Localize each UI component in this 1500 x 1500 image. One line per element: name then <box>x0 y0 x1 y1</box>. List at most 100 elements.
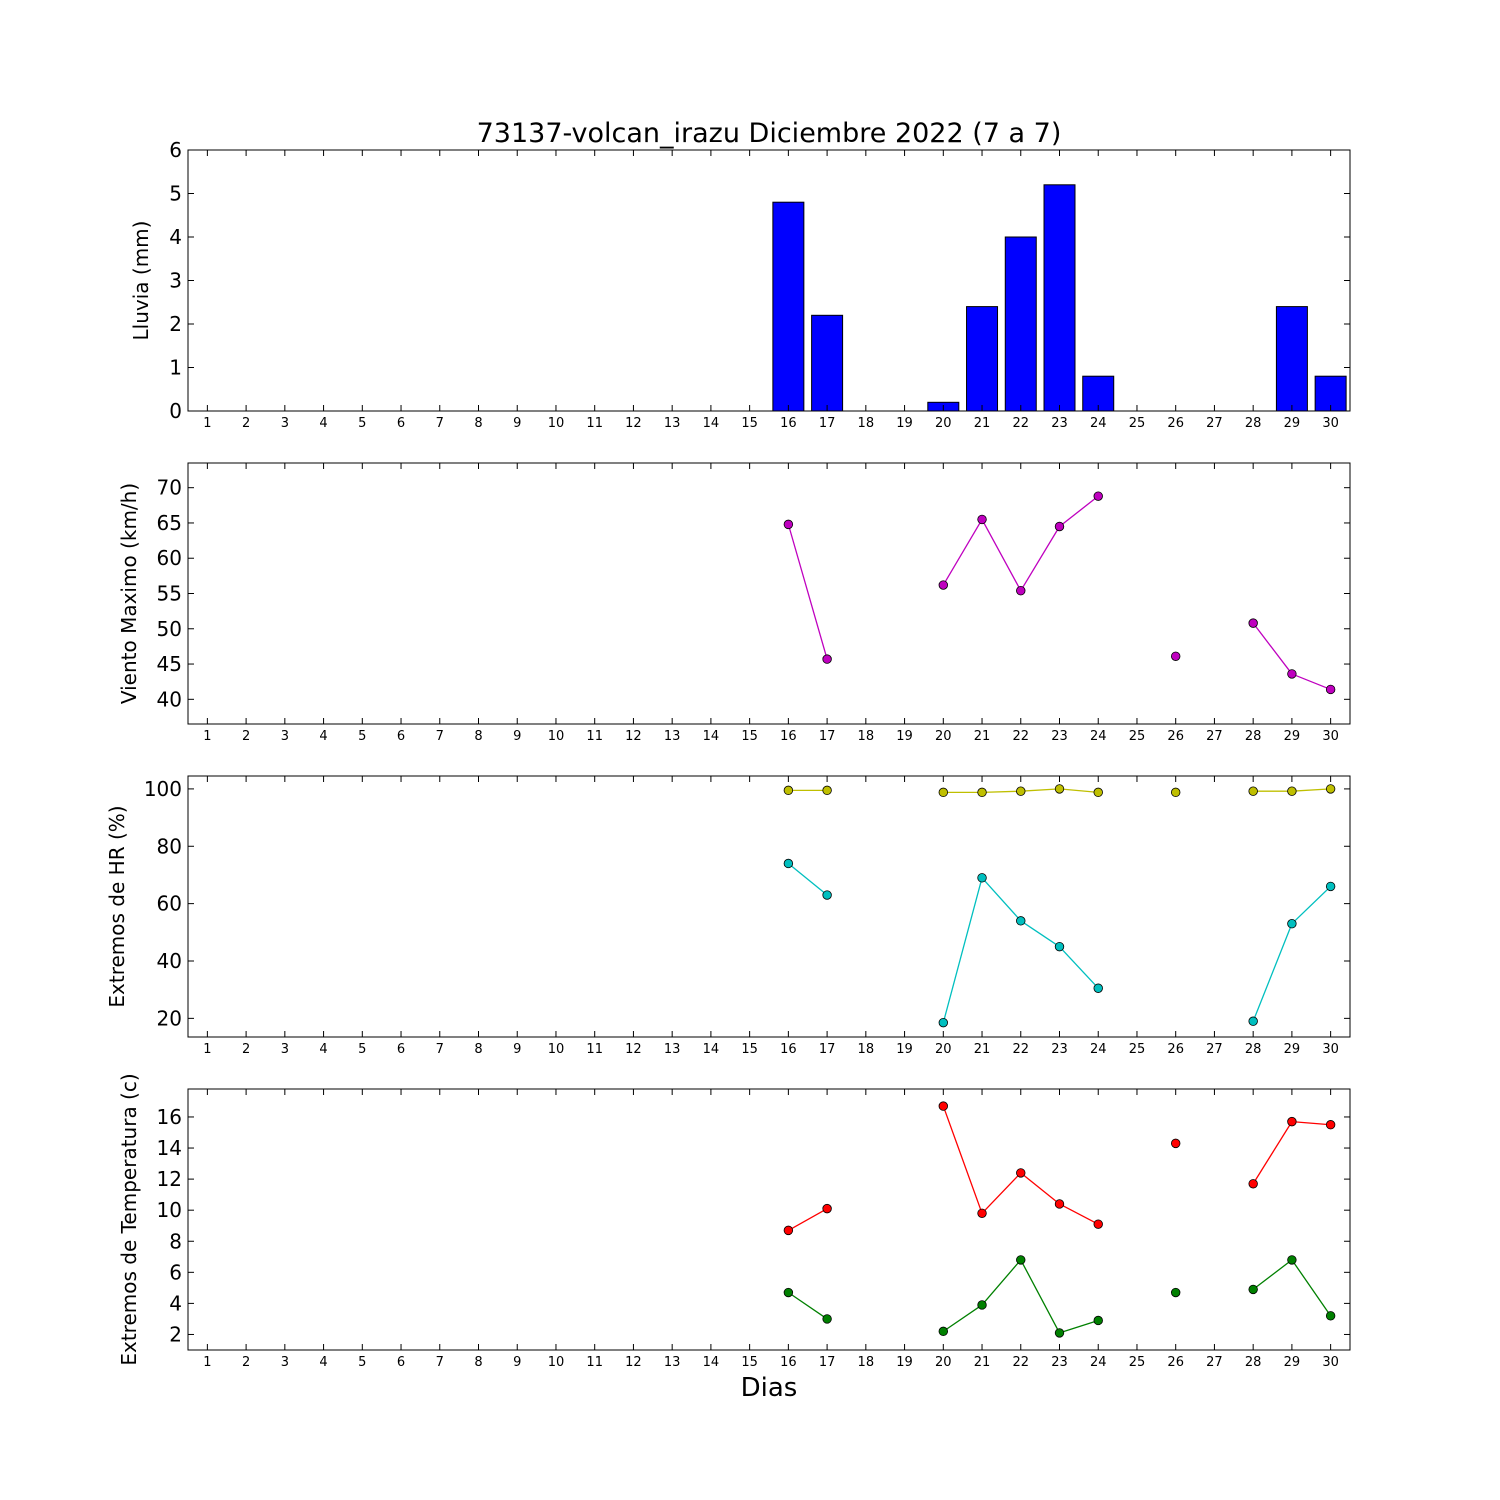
series-2-segment <box>1291 1259 1332 1317</box>
series-2-segment <box>942 1304 983 1332</box>
series-1-segment <box>787 524 828 660</box>
x-tick-label: 5 <box>358 1042 366 1057</box>
x-tick-label: 14 <box>703 1355 720 1370</box>
series-2-segment <box>1059 1319 1099 1334</box>
series-2-point-day-20 <box>938 1017 949 1028</box>
x-tick-label: 23 <box>1051 1355 1068 1370</box>
y-tick-label: 2 <box>169 312 182 336</box>
x-tick-label: 25 <box>1129 729 1146 744</box>
x-tick-label: 13 <box>664 416 681 431</box>
series-1-segment <box>1252 1121 1293 1185</box>
series-2-point-day-20 <box>938 1326 949 1337</box>
x-tick-label: 24 <box>1090 1355 1107 1370</box>
y-tick-label: 16 <box>157 1105 182 1129</box>
x-tick-label: 2 <box>242 729 250 744</box>
x-tick-label: 30 <box>1322 1042 1339 1057</box>
x-tick-label: 21 <box>974 1042 991 1057</box>
series-2-point-day-26 <box>1170 1287 1181 1298</box>
series-2-segment <box>942 877 983 1023</box>
x-tick-label: 13 <box>664 1355 681 1370</box>
x-tick-label: 1 <box>203 1042 211 1057</box>
series-1-point-day-16 <box>783 1225 794 1236</box>
series-1-point-day-29 <box>1287 669 1297 679</box>
y-tick-label: 4 <box>169 225 182 249</box>
y-tick-label: 5 <box>169 182 182 206</box>
x-tick-label: 19 <box>896 416 913 431</box>
x-tick-label: 9 <box>513 416 521 431</box>
series-2-point-day-29 <box>1287 1255 1297 1265</box>
x-tick-label: 15 <box>741 729 758 744</box>
y-tick-label: 60 <box>157 546 182 570</box>
series-1-point-day-21 <box>977 787 987 798</box>
x-tick-label: 1 <box>203 416 211 431</box>
series-2-segment <box>1059 946 1099 989</box>
x-tick-label: 18 <box>858 416 875 431</box>
series-1-segment <box>1291 788 1331 792</box>
x-tick-label: 5 <box>358 729 366 744</box>
series-1-point-day-20 <box>938 1101 949 1111</box>
x-tick-label: 14 <box>703 416 720 431</box>
series-1-point-day-30 <box>1325 684 1336 695</box>
series-1-segment <box>1020 788 1060 792</box>
x-tick-label: 11 <box>586 729 603 744</box>
x-tick-label: 7 <box>436 1355 444 1370</box>
x-tick-label: 11 <box>586 1042 603 1057</box>
series-2-point-day-16 <box>783 1287 794 1298</box>
series-2-point-day-21 <box>977 873 987 883</box>
y-tick-label: 3 <box>169 269 182 293</box>
panel-frame <box>187 149 1351 412</box>
series-1-point-day-20 <box>938 580 949 590</box>
x-tick-label: 28 <box>1245 416 1262 431</box>
x-tick-label: 6 <box>397 1042 405 1057</box>
x-tick-label: 10 <box>548 416 565 431</box>
series-1-point-day-30 <box>1325 1120 1336 1130</box>
x-tick-label: 21 <box>974 416 991 431</box>
series-2-point-day-23 <box>1054 1328 1065 1338</box>
x-tick-label: 7 <box>436 416 444 431</box>
x-tick-label: 13 <box>664 1042 681 1057</box>
x-tick-label: 11 <box>586 416 603 431</box>
x-tick-label: 7 <box>436 729 444 744</box>
x-tick-label: 24 <box>1090 729 1107 744</box>
x-tick-label: 28 <box>1245 729 1262 744</box>
x-tick-label: 26 <box>1167 1042 1184 1057</box>
x-tick-label: 18 <box>858 1355 875 1370</box>
series-1-segment <box>1059 1203 1099 1225</box>
series-1-point-day-29 <box>1287 786 1297 796</box>
x-tick-label: 26 <box>1167 729 1184 744</box>
series-1-point-day-20 <box>938 787 949 798</box>
series-1-point-day-24 <box>1093 787 1103 798</box>
x-tick-label: 12 <box>625 1042 642 1057</box>
panel-frame <box>187 775 1351 1038</box>
x-tick-label: 24 <box>1090 1042 1107 1057</box>
x-tick-label: 10 <box>548 729 565 744</box>
x-tick-label: 19 <box>896 1042 913 1057</box>
x-tick-label: 4 <box>319 729 327 744</box>
x-tick-label: 25 <box>1129 1355 1146 1370</box>
series-1-point-day-30 <box>1325 784 1336 794</box>
x-tick-label: 17 <box>819 416 836 431</box>
x-tick-label: 30 <box>1322 729 1339 744</box>
x-tick-label: 5 <box>358 1355 366 1370</box>
y-tick-label: 40 <box>157 949 182 973</box>
series-2-segment <box>788 1291 828 1320</box>
x-tick-label: 14 <box>703 729 720 744</box>
x-tick-label: 22 <box>1012 416 1029 431</box>
series-2-segment <box>1020 920 1060 948</box>
x-tick-label: 20 <box>935 729 952 744</box>
x-tick-label: 30 <box>1322 1355 1339 1370</box>
y-axis-label: Viento Maximo (km/h) <box>117 483 141 704</box>
x-tick-label: 29 <box>1284 1042 1301 1057</box>
series-1-point-day-24 <box>1093 491 1103 501</box>
x-tick-label: 2 <box>242 416 250 431</box>
x-tick-label: 10 <box>548 1355 565 1370</box>
rain-bar-day-17 <box>811 314 844 412</box>
x-tick-label: 1 <box>203 1355 211 1370</box>
x-tick-label: 21 <box>974 729 991 744</box>
rain-bar-day-29 <box>1275 306 1308 412</box>
x-tick-label: 6 <box>397 729 405 744</box>
series-2-segment <box>1252 923 1293 1022</box>
y-tick-label: 80 <box>157 834 182 858</box>
